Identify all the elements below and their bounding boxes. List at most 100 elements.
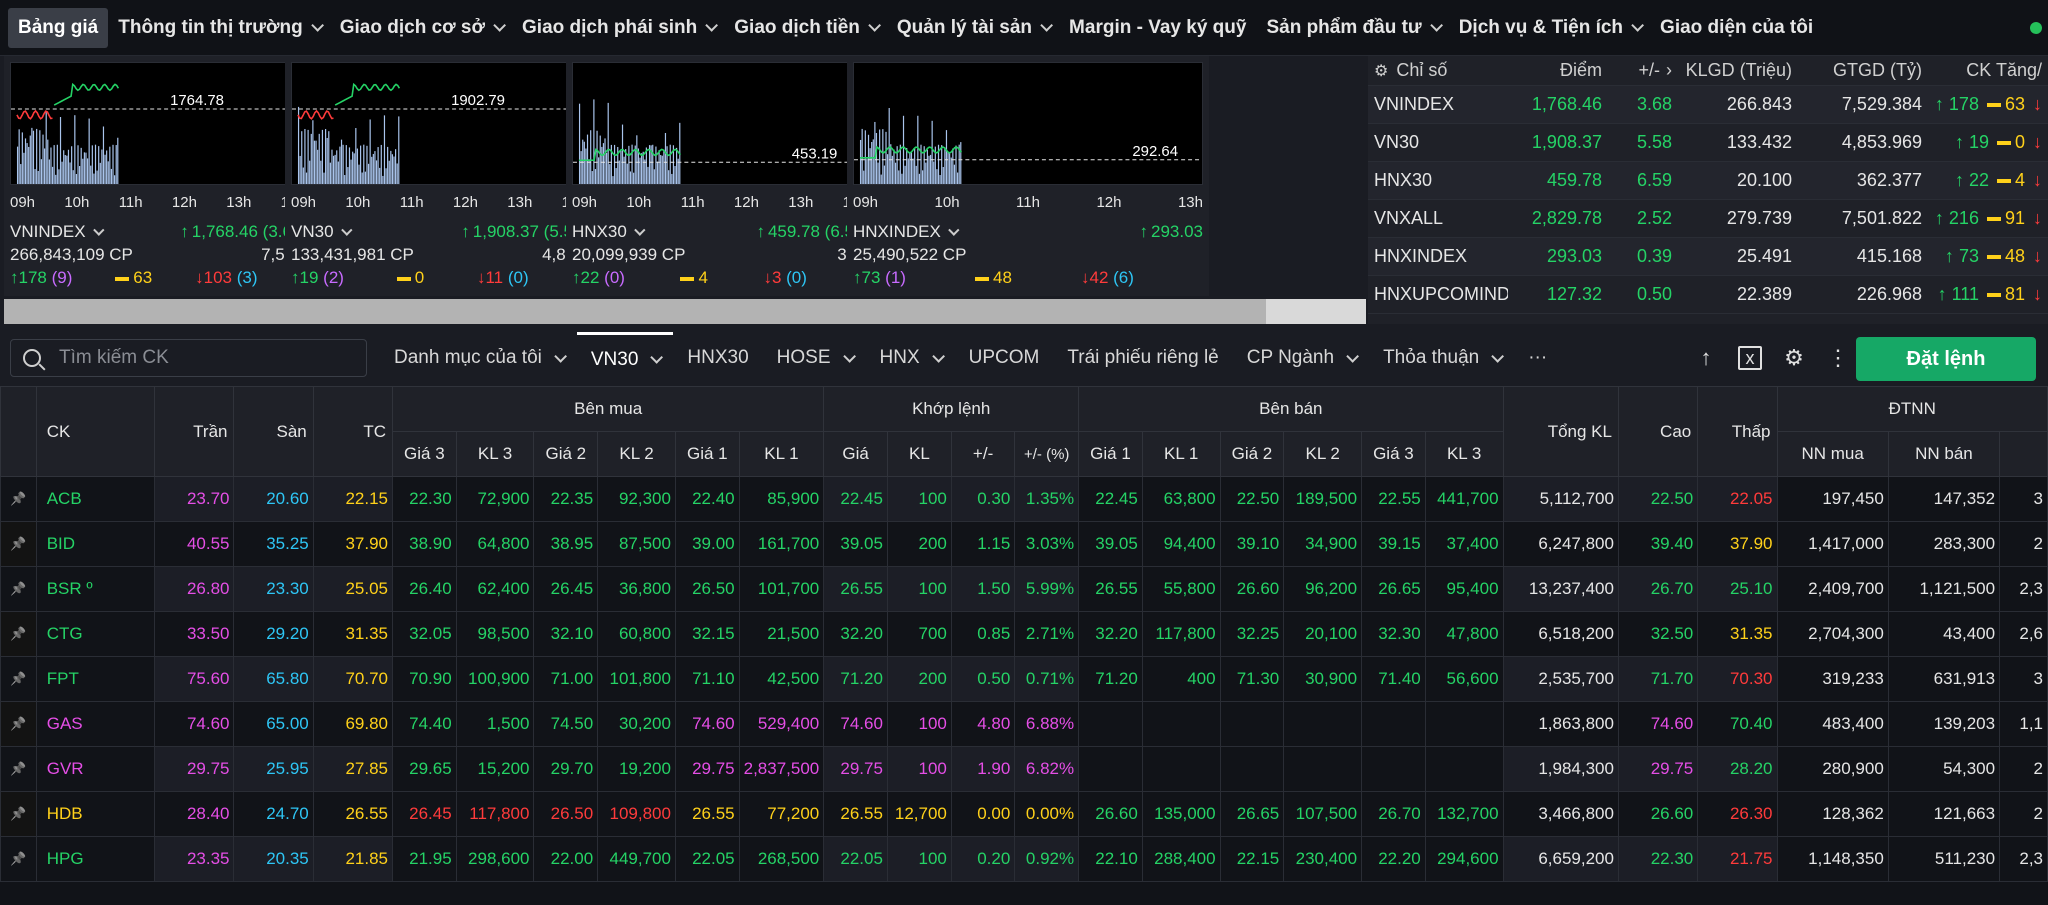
index-panel-hnxindex[interactable]: 292.64 09h 10h 11h 12h 13h HNXINDEX ↑ 293.03 25,4… xyxy=(847,56,1209,296)
summary-row[interactable]: HNXINDEX 293.03 0.39 25.491 415.168 ↑ 73 48 ↓ xyxy=(1368,238,2048,276)
intraday-chart-svg: 453.19 xyxy=(573,99,921,184)
table-row[interactable]: 📌 GVR 29.75 25.95 27.85 29.65 15,200 29.70 19,20… xyxy=(0,746,2048,792)
summary-row[interactable]: HNX30 459.78 6.59 20.100 362.377 ↑ 22 4 ↓ xyxy=(1368,162,2048,200)
volume-bar xyxy=(28,146,30,184)
volume-bar xyxy=(307,129,309,184)
pin-icon[interactable]: 📌 xyxy=(0,476,37,522)
cell-b1p: 22.40 xyxy=(674,476,740,522)
cell-ck[interactable]: HPG xyxy=(35,836,156,882)
col-s3p: Giá 3 xyxy=(1361,431,1426,477)
cell-s2p xyxy=(1219,701,1285,747)
nav-item-label: Quản lý tài sản xyxy=(896,16,1033,38)
price-board-table: CK Trần Sàn TC Bên mua Khớp lệnh Bên bán Tổng K… xyxy=(0,386,2048,882)
table-row[interactable]: 📌 HPG 23.35 20.35 21.85 21.95 298,600 22.00 449,… xyxy=(0,836,2048,882)
volume-bar xyxy=(952,148,954,184)
tab--[interactable]: ··· xyxy=(1514,332,1561,384)
nav-item-8[interactable]: Dịch vụ & Tiện ích xyxy=(1449,8,1650,48)
tab-vn30[interactable]: VN30 xyxy=(576,332,674,384)
cell-ck[interactable]: HDB xyxy=(35,791,156,837)
tab-danh-m-c-c-a-t-i[interactable]: Danh mục của tôi xyxy=(380,332,577,384)
volume-bar xyxy=(390,150,392,184)
volume-bar xyxy=(631,144,633,184)
tab-hnx[interactable]: HNX xyxy=(866,332,955,384)
nav-item-4[interactable]: Giao dịch tiền xyxy=(724,8,887,48)
panels-scrollbar[interactable] xyxy=(4,299,1366,324)
pin-icon[interactable]: 📌 xyxy=(0,746,37,792)
cell-ck[interactable]: BID xyxy=(35,521,156,567)
cell-ck[interactable]: GAS xyxy=(35,701,156,747)
col-floor: Sàn xyxy=(233,386,314,477)
volume-bar xyxy=(375,160,378,184)
nav-item-3[interactable]: Giao dịch phái sinh xyxy=(512,8,724,48)
intraday-chart[interactable]: 292.64 xyxy=(853,62,1203,185)
arrow-up-icon[interactable]: ↑ xyxy=(1700,345,1712,370)
volume-bar xyxy=(75,173,78,184)
tab-hose[interactable]: HOSE xyxy=(763,332,866,384)
summary-row[interactable]: VNINDEX 1,768.46 3.68 266.843 7,529.384 ↑ 178… xyxy=(1368,86,2048,124)
tab-cp-ng-nh[interactable]: CP Ngành xyxy=(1233,332,1369,384)
pin-icon[interactable]: 📌 xyxy=(0,701,37,747)
cell-ck[interactable]: GVR xyxy=(35,746,156,792)
ceil-count: (9) xyxy=(51,268,73,287)
arrow-down-icon: ↓ xyxy=(2033,246,2042,266)
cell-b1p: 71.10 xyxy=(674,656,740,702)
summary-header: ⚙ Chỉ số Điểm +/- › KLGD (Triệu) GTGD (Tỷ)… xyxy=(1368,56,2048,86)
excel-export-icon[interactable]: x xyxy=(1738,346,1762,370)
pin-icon[interactable]: 📌 xyxy=(0,521,37,567)
tab-hnx30[interactable]: HNX30 xyxy=(673,332,762,384)
summary-col-volume: KLGD (Triệu) xyxy=(1685,60,1792,80)
table-row[interactable]: 📌 BSR º 26.80 23.30 25.05 26.40 62,400 26.45 36,… xyxy=(0,566,2048,612)
cell-ck[interactable]: BSR º xyxy=(35,566,156,612)
intraday-chart-svg: 1764.78 xyxy=(11,82,359,184)
nav-item-2[interactable]: Giao dịch cơ sở xyxy=(330,8,512,48)
time-tick: 10h xyxy=(345,194,371,211)
tab-upcom[interactable]: UPCOM xyxy=(955,332,1054,384)
nav-item-9[interactable]: Giao diện của tôi xyxy=(1650,8,1823,48)
tab-th-a-thu-n[interactable]: Thỏa thuận xyxy=(1369,332,1514,384)
more-vertical-icon[interactable]: ⋮ xyxy=(1827,345,1849,370)
tab-tr-i-phi-u-ri-ng-l-[interactable]: Trái phiếu riêng lẻ xyxy=(1053,332,1232,384)
cell-nnbuy: 319,233 xyxy=(1776,656,1889,702)
nav-item-0[interactable]: Bảng giá xyxy=(8,7,109,48)
summary-change: 6.59 xyxy=(1636,170,1672,190)
cell-ck[interactable]: CTG xyxy=(35,611,156,657)
gear-icon[interactable]: ⚙ xyxy=(1374,63,1389,80)
summary-col-change: +/- xyxy=(1638,60,1660,80)
summary-point: 1,908.37 xyxy=(1531,132,1602,152)
nav-item-7[interactable]: Sản phẩm đầu tư xyxy=(1256,8,1448,48)
place-order-button[interactable]: Đặt lệnh xyxy=(1856,337,2036,381)
cell-ck[interactable]: ACB xyxy=(35,476,156,522)
table-row[interactable]: 📌 BID 40.55 35.25 37.90 38.90 64,800 38.95 87,50… xyxy=(0,521,2048,567)
pin-icon[interactable]: 📌 xyxy=(0,566,37,612)
volume-bar xyxy=(301,131,303,184)
gear-icon[interactable]: ⚙ xyxy=(1784,345,1804,370)
cell-ck[interactable]: FPT xyxy=(35,656,156,702)
index-name[interactable]: HNX30 xyxy=(572,222,646,242)
cell-extra: 2,3 xyxy=(1999,836,2048,882)
scrollbar-thumb[interactable] xyxy=(4,299,1266,324)
chevron-right-icon[interactable]: › xyxy=(1666,60,1672,80)
cell-s1p xyxy=(1078,746,1143,792)
summary-row[interactable]: HNXUPCOMINDEX 127.32 0.50 22.389 226.968 ↑ 11… xyxy=(1368,276,2048,314)
nav-item-6[interactable]: Margin - Vay ký quỹ xyxy=(1059,8,1256,48)
table-row[interactable]: 📌 GAS 74.60 65.00 69.80 74.40 1,500 74.50 30,200… xyxy=(0,701,2048,747)
index-name[interactable]: HNXINDEX xyxy=(853,222,960,242)
table-row[interactable]: 📌 HDB 28.40 24.70 26.55 26.45 117,800 26.50 109,… xyxy=(0,791,2048,837)
search-input[interactable]: Tìm kiếm CK xyxy=(10,339,367,377)
index-name[interactable]: VN30 xyxy=(291,222,353,242)
index-name[interactable]: VNINDEX xyxy=(10,222,105,242)
cell-floor: 65.00 xyxy=(233,701,314,747)
nav-item-1[interactable]: Thông tin thị trường xyxy=(108,8,330,48)
pin-icon[interactable]: 📌 xyxy=(0,836,37,882)
pin-icon[interactable]: 📌 xyxy=(0,791,37,837)
table-row[interactable]: 📌 FPT 75.60 65.80 70.70 70.90 100,900 71.00 101,… xyxy=(0,656,2048,702)
nav-item-5[interactable]: Quản lý tài sản xyxy=(887,8,1059,48)
table-row[interactable]: 📌 ACB 23.70 20.60 22.15 22.30 72,900 22.35 92,30… xyxy=(0,476,2048,522)
summary-row[interactable]: VNXALL 2,829.78 2.52 279.739 7,501.822 ↑ 216 9… xyxy=(1368,200,2048,238)
summary-change: 5.58 xyxy=(1636,132,1672,152)
table-row[interactable]: 📌 CTG 33.50 29.20 31.35 32.05 98,500 32.10 60,80… xyxy=(0,611,2048,657)
arrow-up-icon: ↑ xyxy=(1139,222,1149,241)
pin-icon[interactable]: 📌 xyxy=(0,611,37,657)
summary-row[interactable]: VN30 1,908.37 5.58 133.432 4,853.969 ↑ 19 0 ↓ xyxy=(1368,124,2048,162)
pin-icon[interactable]: 📌 xyxy=(0,656,37,702)
